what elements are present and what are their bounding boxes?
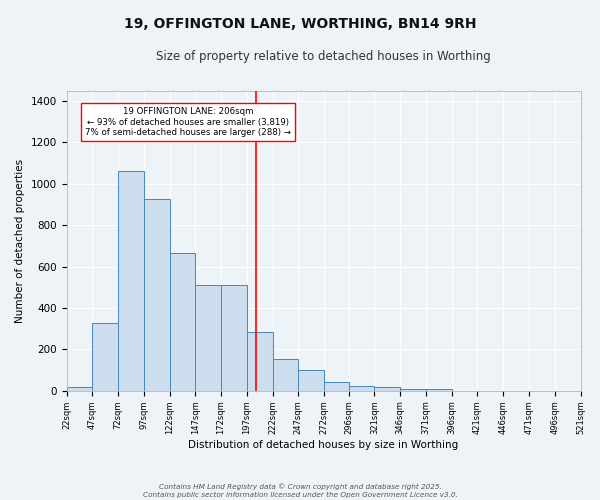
Bar [247,332,272,391]
Y-axis label: Number of detached properties: Number of detached properties [15,158,25,323]
Bar [324,382,349,391]
Bar [374,387,400,391]
Bar [400,389,426,391]
Bar [67,386,92,391]
Bar [349,386,374,391]
Bar [195,285,221,391]
Title: Size of property relative to detached houses in Worthing: Size of property relative to detached ho… [156,50,491,63]
Text: 19 OFFINGTON LANE: 206sqm
← 93% of detached houses are smaller (3,819)
7% of sem: 19 OFFINGTON LANE: 206sqm ← 93% of detac… [85,107,291,137]
Bar [92,322,118,391]
Bar [426,389,452,391]
Bar [272,358,298,391]
Bar [118,172,144,391]
Text: Contains HM Land Registry data © Crown copyright and database right 2025.
Contai: Contains HM Land Registry data © Crown c… [143,484,457,498]
X-axis label: Distribution of detached houses by size in Worthing: Distribution of detached houses by size … [188,440,458,450]
Bar [298,370,324,391]
Bar [221,285,247,391]
Text: 19, OFFINGTON LANE, WORTHING, BN14 9RH: 19, OFFINGTON LANE, WORTHING, BN14 9RH [124,18,476,32]
Bar [170,253,195,391]
Bar [144,200,170,391]
